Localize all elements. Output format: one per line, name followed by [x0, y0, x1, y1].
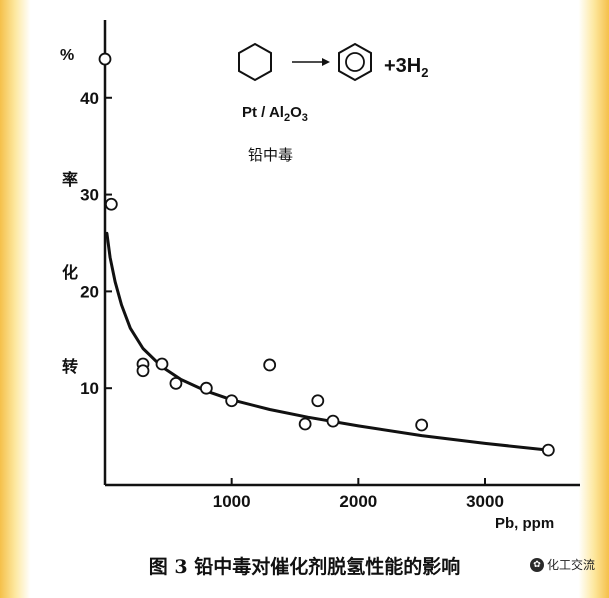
- x-axis-label: Pb, ppm: [495, 515, 554, 532]
- chart-points-layer: [98, 52, 555, 457]
- benzene-icon: [338, 42, 372, 82]
- data-point-12: [326, 414, 340, 428]
- y-tick-label-20: 20: [80, 282, 99, 301]
- y-tick-label-10: 10: [80, 379, 99, 398]
- wechat-logo-icon: ✿: [529, 557, 544, 572]
- watermark-text: 化工交流: [546, 558, 595, 572]
- fit-curve: [105, 231, 550, 452]
- figure-caption: 图 3 铅中毒对催化剂脱氢性能的影响: [148, 556, 461, 578]
- catalyst-label: Pt / Al2O3: [242, 104, 308, 124]
- chart-ticks: 10 20 30 40 1000 2000 3000: [80, 89, 504, 511]
- data-point-4: [136, 364, 150, 378]
- reaction-arrowhead-icon: [322, 58, 330, 66]
- data-point-11: [311, 394, 325, 408]
- data-point-1: [98, 52, 112, 66]
- data-point-6: [169, 376, 183, 390]
- x-tick-label-1000: 1000: [213, 492, 251, 511]
- x-tick-label-3000: 3000: [466, 492, 504, 511]
- data-point-10: [298, 417, 312, 431]
- data-point-14: [541, 443, 555, 457]
- chart-curve-layer: [105, 231, 550, 452]
- data-point-5: [155, 357, 169, 371]
- y-tick-label-40: 40: [80, 89, 99, 108]
- y-axis-unit: %: [60, 47, 74, 64]
- y-axis-label-char-2: 化: [62, 263, 78, 282]
- lead-poisoning-note: 铅中毒: [248, 146, 293, 164]
- data-point-7: [199, 381, 213, 395]
- data-point-8: [225, 394, 239, 408]
- cyclohexane-icon: [238, 42, 272, 82]
- data-point-13: [415, 418, 429, 432]
- chart-axes: [103, 20, 580, 487]
- data-point-9: [263, 358, 277, 372]
- x-tick-label-2000: 2000: [339, 492, 377, 511]
- y-axis-label-char-1: 转: [62, 357, 78, 376]
- reaction-scheme: +3H2 Pt / Al2O3 铅中毒: [238, 42, 428, 164]
- watermark: ✿ 化工交流: [529, 556, 595, 573]
- data-point-2: [104, 197, 118, 211]
- y-axis-label-char-3: 率: [62, 170, 78, 189]
- hydrogen-product: +3H2: [384, 55, 428, 80]
- y-tick-label-30: 30: [80, 186, 99, 205]
- benzene-ring-icon: [345, 52, 365, 72]
